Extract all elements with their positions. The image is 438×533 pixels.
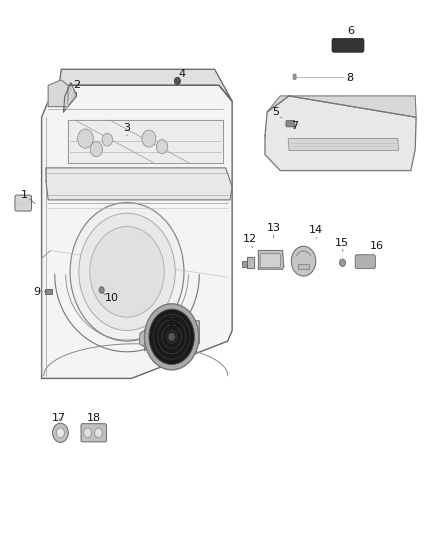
FancyBboxPatch shape: [242, 261, 247, 266]
Text: 18: 18: [87, 414, 101, 423]
Text: 13: 13: [267, 223, 281, 233]
Polygon shape: [46, 168, 232, 200]
Text: 16: 16: [370, 241, 384, 251]
Text: 1: 1: [21, 190, 28, 199]
Circle shape: [57, 428, 64, 438]
Polygon shape: [48, 80, 68, 107]
FancyBboxPatch shape: [260, 254, 280, 268]
Polygon shape: [64, 83, 77, 112]
Polygon shape: [139, 330, 145, 346]
Polygon shape: [42, 85, 232, 378]
Polygon shape: [267, 96, 416, 117]
Circle shape: [149, 309, 194, 365]
Text: 8: 8: [346, 73, 353, 83]
FancyBboxPatch shape: [81, 424, 106, 442]
Circle shape: [79, 213, 175, 330]
Circle shape: [70, 203, 184, 341]
Circle shape: [102, 133, 113, 146]
Polygon shape: [258, 251, 284, 269]
Polygon shape: [59, 69, 232, 101]
Circle shape: [78, 129, 93, 148]
Text: 12: 12: [243, 235, 257, 244]
Circle shape: [145, 304, 199, 370]
Text: 14: 14: [309, 225, 323, 235]
Circle shape: [291, 246, 316, 276]
FancyBboxPatch shape: [15, 195, 32, 211]
Circle shape: [90, 142, 102, 157]
Polygon shape: [68, 120, 223, 163]
Circle shape: [99, 287, 104, 293]
Circle shape: [90, 227, 164, 317]
Polygon shape: [265, 96, 416, 171]
Circle shape: [95, 428, 102, 438]
FancyBboxPatch shape: [332, 38, 364, 52]
Circle shape: [174, 77, 180, 85]
Text: 17: 17: [52, 414, 66, 423]
Polygon shape: [247, 257, 254, 268]
Circle shape: [156, 140, 168, 154]
FancyBboxPatch shape: [293, 74, 296, 79]
Text: 4: 4: [178, 69, 185, 78]
Text: 3: 3: [124, 123, 131, 133]
Text: 2: 2: [73, 80, 80, 90]
Circle shape: [168, 333, 175, 341]
Circle shape: [53, 423, 68, 442]
Polygon shape: [288, 139, 399, 150]
Polygon shape: [145, 321, 199, 351]
Circle shape: [339, 259, 346, 266]
Text: 6: 6: [347, 26, 354, 36]
FancyBboxPatch shape: [286, 120, 295, 127]
FancyBboxPatch shape: [298, 264, 309, 269]
Text: 15: 15: [335, 238, 349, 247]
Text: 11: 11: [168, 319, 182, 329]
FancyBboxPatch shape: [45, 289, 52, 294]
FancyBboxPatch shape: [355, 255, 375, 269]
Circle shape: [84, 428, 92, 438]
Text: 7: 7: [291, 121, 298, 131]
Text: 10: 10: [105, 294, 119, 303]
Text: 5: 5: [272, 107, 279, 117]
Circle shape: [142, 130, 156, 147]
Text: 9: 9: [34, 287, 41, 296]
